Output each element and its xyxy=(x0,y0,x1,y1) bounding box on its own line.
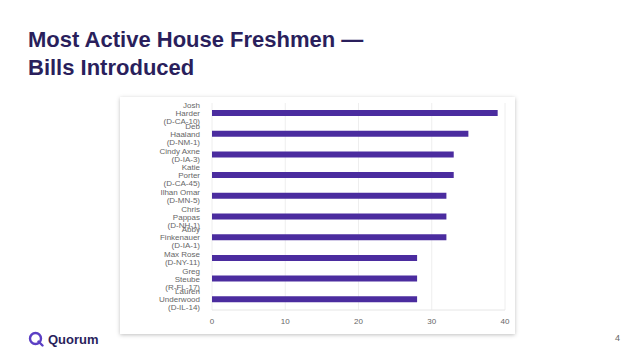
svg-text:Cindy Axne(D-IA-3): Cindy Axne(D-IA-3) xyxy=(160,147,201,164)
svg-text:30: 30 xyxy=(427,317,436,326)
svg-text:AbbyFinkenauer(D-IA-1): AbbyFinkenauer(D-IA-1) xyxy=(160,225,200,250)
svg-text:Ilhan Omar(D-MN-5): Ilhan Omar(D-MN-5) xyxy=(160,188,200,205)
svg-text:LaurenUnderwood(D-IL-14): LaurenUnderwood(D-IL-14) xyxy=(159,287,200,312)
svg-text:40: 40 xyxy=(501,317,510,326)
svg-text:Max Rose(D-NY-11): Max Rose(D-NY-11) xyxy=(164,250,201,267)
svg-text:KatiePorter(D-CA-45): KatiePorter(D-CA-45) xyxy=(164,163,201,188)
svg-text:20: 20 xyxy=(354,317,363,326)
svg-text:0: 0 xyxy=(210,317,215,326)
svg-text:DebHaaland(D-NM-1): DebHaaland(D-NM-1) xyxy=(167,122,201,147)
svg-text:10: 10 xyxy=(281,317,290,326)
